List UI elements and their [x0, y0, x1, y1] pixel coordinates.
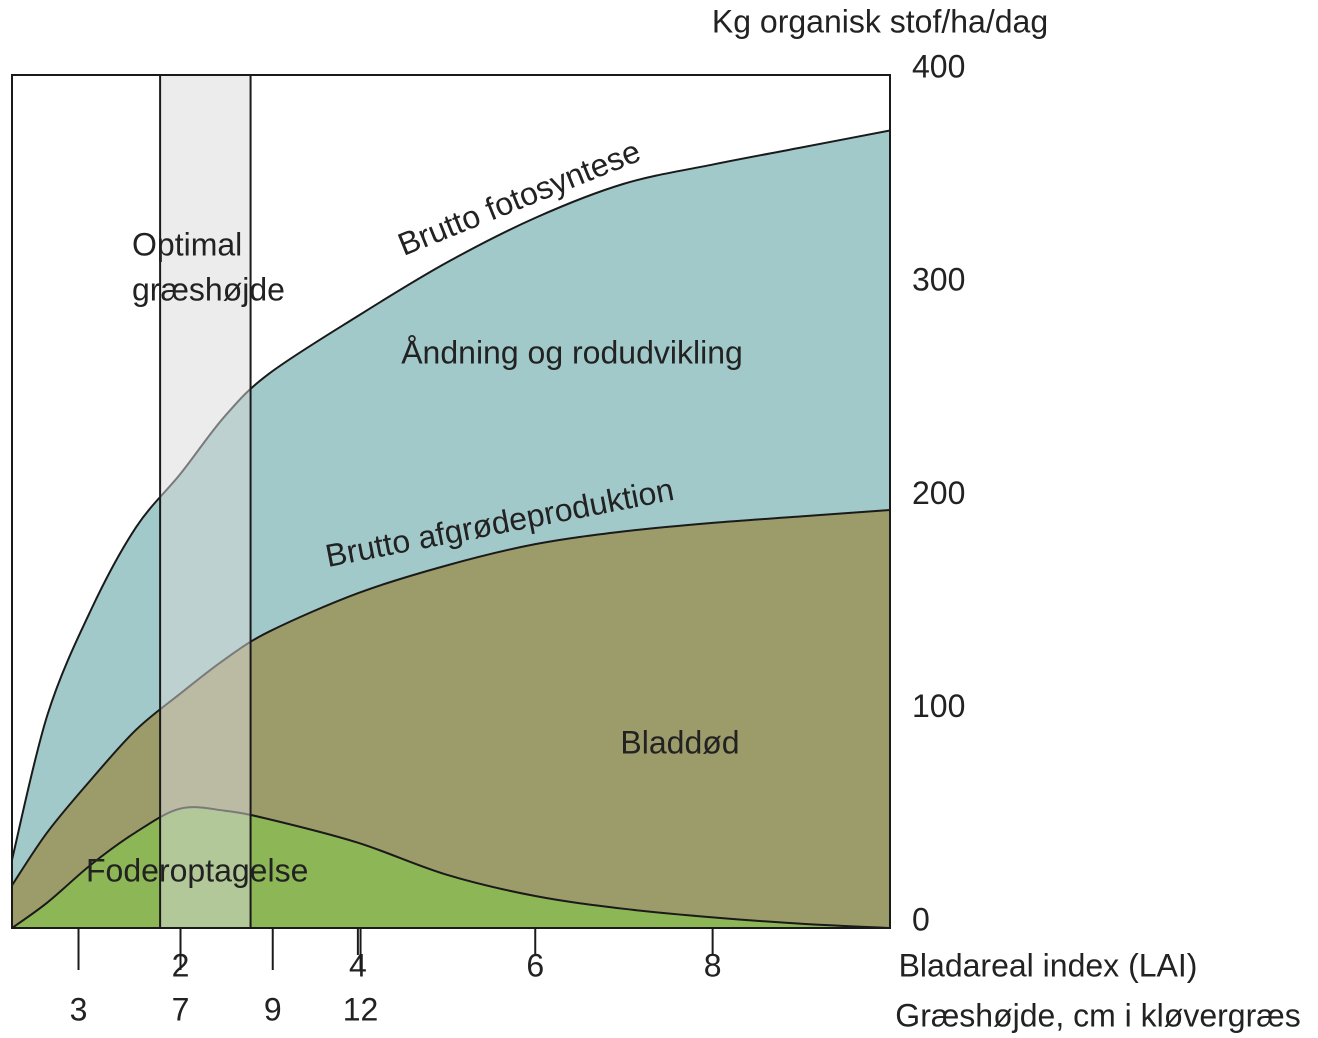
x-tick-label: 8 [704, 947, 722, 983]
curve [11, 129, 891, 860]
plot-frame [11, 74, 891, 929]
curve [11, 509, 891, 886]
y-tick-label: 100 [912, 688, 965, 724]
x2-tick-label: 9 [264, 991, 282, 1027]
band-label: Optimal [132, 226, 242, 262]
area-label: Bladdød [620, 724, 739, 760]
x2-tick-label: 7 [172, 991, 190, 1027]
x2-tick-label: 3 [70, 991, 88, 1027]
x2-axis-title: Græshøjde, cm i kløvergræs [895, 997, 1300, 1033]
x2-tick-label: 12 [343, 991, 379, 1027]
optimal-band [159, 74, 252, 929]
band-label: græshøjde [132, 271, 285, 307]
curve [11, 806, 891, 929]
y-tick-label: 200 [912, 475, 965, 511]
y-axis-title: Kg organisk stof/ha/dag [712, 3, 1048, 39]
y-tick-label: 0 [912, 901, 930, 937]
y-tick-label: 400 [912, 48, 965, 84]
area-label: Foderoptagelse [86, 852, 308, 888]
x-tick-label: 4 [349, 947, 367, 983]
area-label: Åndning og rodudvikling [401, 334, 743, 370]
y-tick-label: 300 [912, 262, 965, 298]
x-tick-label: 6 [526, 947, 544, 983]
x-axis-title: Bladareal index (LAI) [899, 947, 1198, 983]
